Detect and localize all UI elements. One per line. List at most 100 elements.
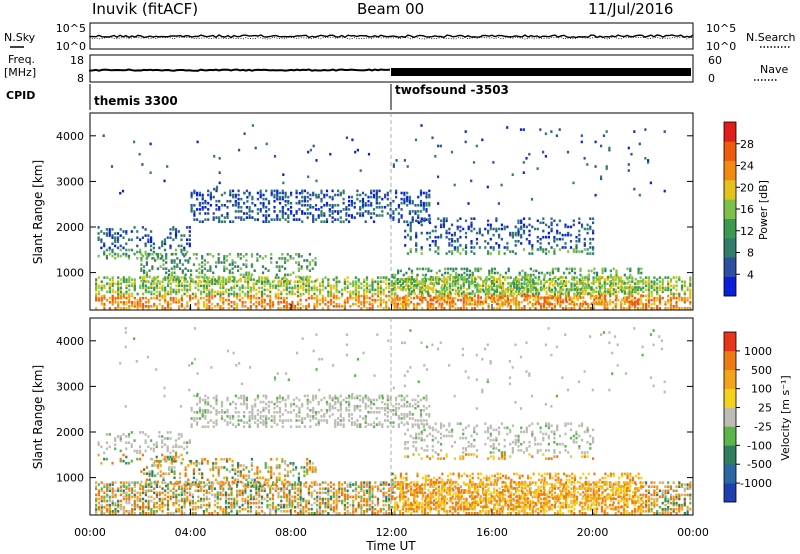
scatter-cell [128,292,131,296]
scatter-cell [453,183,456,187]
scatter-cell [166,236,169,239]
scatter-cell [547,235,550,239]
scatter-cell [108,510,111,513]
scatter-cell [401,288,404,292]
scatter-cell [172,491,175,495]
scatter-cell [163,242,167,246]
scatter-cell [391,288,394,291]
scatter-cell [172,228,175,231]
scatter-cell [191,505,194,509]
scatter-cell [466,292,469,295]
scatter-cell [165,253,168,256]
scatter-cell [236,510,239,513]
scatter-cell [363,300,366,304]
scatter-cell [155,505,158,509]
scatter-cell [512,288,515,292]
scatter-cell [202,512,205,515]
scatter-cell [653,284,656,288]
scatter-cell [428,195,431,199]
scatter-cell [459,284,462,288]
scatter-cell [158,507,161,511]
scatter-cell [277,493,280,497]
scatter-cell [568,296,571,299]
scatter-cell [667,294,670,298]
scatter-cell [302,286,305,290]
scatter-cell [212,275,215,279]
scatter-cell [525,237,528,241]
scatter-cell [428,214,431,217]
scatter-cell [305,499,308,503]
scatter-cell [197,489,200,493]
scatter-cell [592,282,595,285]
scatter-cell [368,505,371,509]
scatter-cell [466,277,469,281]
scatter-cell [656,307,659,310]
scatter-cell [97,483,100,486]
scatter-cell [547,242,550,245]
scatter-cell [111,236,114,239]
scatter-cell [419,286,422,289]
scatter-cell [198,271,201,275]
scatter-cell [385,510,388,513]
scatter-cell [280,292,283,296]
scatter-cell [434,242,437,245]
scatter-cell [213,499,217,503]
scatter-cell [428,217,432,220]
scatter-cell [265,214,268,217]
scatter-cell [227,302,230,306]
scatter-cell [415,231,418,235]
scatter-cell [360,485,363,488]
scatter-cell [568,271,571,275]
scatter-cell [385,495,388,499]
scatter-cell [143,279,146,283]
scatter-cell [232,193,235,197]
power-colorbar-label-4: 12 [740,225,754,238]
scatter-cell [680,280,684,283]
scatter-cell [317,193,320,197]
scatter-cell [645,276,648,279]
cpid-label: CPID [6,89,35,102]
scatter-cell [587,277,590,281]
scatter-cell [320,191,323,195]
scatter-cell [456,237,459,241]
scatter-cell [314,257,317,260]
scatter-cell [425,191,428,195]
scatter-cell [350,216,353,219]
scatter-cell [142,503,145,507]
scatter-cell [271,300,275,304]
scatter-cell [536,167,539,170]
scatter-cell [503,246,506,249]
scatter-cell [432,276,435,279]
scatter-cell [211,307,214,310]
scatter-cell [244,276,247,279]
scatter-cell [568,288,571,291]
nsky-series [89,34,694,39]
scatter-cell [226,216,229,219]
scatter-cell [318,503,322,507]
scatter-cell [283,305,286,308]
scatter-cell [183,501,186,505]
scatter-cell [354,481,357,484]
scatter-cell [444,290,447,293]
scatter-cell [593,267,596,271]
scatter-cell [291,485,294,488]
scatter-cell [451,296,454,300]
power-ytick-label-2: 3000 [56,175,84,188]
scatter-cell [277,302,280,306]
scatter-cell [194,483,197,486]
scatter-cell [295,218,298,221]
scatter-cell [277,307,280,310]
scatter-cell [374,495,377,499]
scatter-cell [307,284,310,288]
scatter-cell [356,197,359,201]
scatter-cell [359,169,362,172]
scatter-cell [307,278,310,281]
scatter-cell [286,273,289,277]
scatter-cell [611,284,614,288]
scatter-cell [492,227,495,231]
scatter-cell [316,495,319,499]
scatter-cell [430,279,433,283]
scatter-cell [253,269,256,272]
scatter-cell [338,485,341,488]
scatter-cell [638,193,641,197]
